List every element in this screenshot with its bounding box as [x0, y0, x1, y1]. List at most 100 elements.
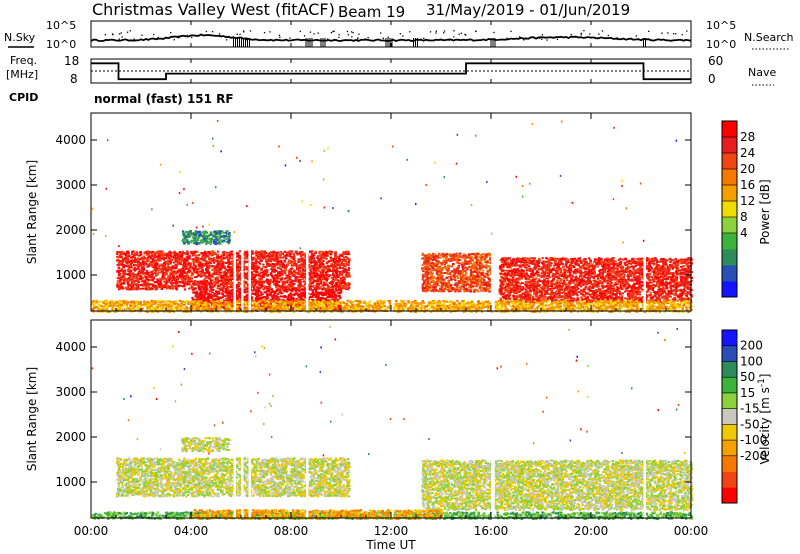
range-cell — [137, 263, 140, 265]
range-cell — [282, 263, 286, 266]
range-cell — [200, 290, 204, 293]
range-cell — [340, 261, 343, 264]
range-cell — [155, 280, 158, 283]
range-cell — [313, 276, 316, 279]
range-cell — [244, 282, 248, 285]
range-cell — [324, 293, 328, 296]
range-cell — [141, 259, 144, 261]
range-cell — [213, 281, 216, 284]
range-cell — [469, 262, 472, 265]
range-cell — [162, 265, 165, 268]
range-cell — [143, 255, 146, 258]
range-cell — [301, 266, 305, 269]
range-cell — [203, 272, 207, 274]
range-cell — [209, 286, 213, 289]
range-cell — [346, 257, 349, 260]
range-cell — [163, 280, 166, 283]
range-cell — [279, 290, 283, 293]
range-cell — [448, 287, 451, 290]
range-cell — [180, 258, 184, 261]
noise-dot — [263, 32, 266, 34]
range-cell — [296, 289, 300, 292]
range-cell — [291, 308, 295, 311]
range-cell — [175, 288, 179, 291]
range-cell — [196, 259, 199, 262]
range-cell — [299, 265, 302, 268]
range-cell — [286, 281, 289, 284]
range-cell — [465, 266, 468, 269]
range-cell — [323, 283, 326, 286]
range-cell — [170, 251, 174, 254]
range-cell — [334, 251, 338, 254]
range-cell — [121, 264, 125, 267]
range-cell — [213, 258, 216, 261]
range-cell — [185, 276, 188, 279]
range-cell — [190, 274, 193, 277]
range-cell — [267, 306, 270, 309]
range-cell — [232, 281, 235, 284]
range-cell — [334, 255, 337, 257]
range-cell — [283, 250, 286, 253]
range-cell — [219, 275, 222, 277]
range-cell — [231, 262, 234, 265]
range-cell — [149, 262, 152, 264]
range-cell — [189, 280, 192, 283]
range-cell — [310, 252, 314, 255]
range-cell — [284, 287, 287, 290]
range-cell — [299, 294, 302, 296]
range-cell — [197, 283, 200, 286]
range-cell — [263, 254, 266, 257]
range-cell — [127, 252, 130, 255]
range-cell — [153, 256, 156, 259]
range-cell — [299, 278, 302, 281]
range-cell — [283, 259, 286, 262]
range-cell — [299, 292, 303, 295]
range-cell — [227, 282, 231, 285]
range-cell — [278, 289, 281, 291]
range-cell — [189, 250, 193, 253]
range-cell — [180, 257, 183, 260]
range-cell — [280, 286, 283, 289]
range-cell — [185, 263, 188, 266]
range-cell — [221, 265, 225, 268]
range-cell — [285, 276, 289, 279]
range-cell — [428, 285, 431, 288]
range-cell — [300, 258, 304, 261]
range-cell — [262, 270, 265, 273]
range-cell — [125, 261, 128, 264]
range-cell — [255, 252, 258, 254]
range-cell — [320, 298, 323, 301]
range-cell — [213, 273, 216, 276]
range-cell — [199, 301, 202, 304]
range-cell — [311, 293, 314, 296]
range-cell — [251, 292, 254, 295]
range-cell — [422, 270, 425, 273]
range-cell — [288, 255, 291, 258]
range-cell — [309, 257, 312, 260]
range-cell — [227, 294, 231, 297]
range-cell — [481, 253, 485, 256]
range-cell — [304, 269, 307, 272]
range-cell — [281, 280, 284, 283]
range-cell — [249, 280, 253, 283]
range-cell — [187, 276, 190, 279]
range-cell — [124, 269, 127, 272]
range-cell — [235, 270, 238, 273]
range-cell — [199, 280, 202, 283]
range-cell — [145, 285, 148, 288]
range-cell — [193, 254, 196, 257]
range-cell — [317, 283, 321, 286]
range-cell — [119, 278, 123, 281]
noise-dot — [119, 33, 121, 35]
range-cell — [182, 282, 185, 285]
range-cell — [423, 281, 426, 284]
range-cell — [260, 278, 263, 281]
range-cell — [211, 268, 215, 271]
range-cell — [200, 298, 203, 301]
range-cell — [277, 277, 280, 280]
range-cell — [234, 295, 238, 297]
noise-left-label: N.Sky — [4, 31, 36, 44]
range-cell — [194, 280, 197, 283]
range-cell — [266, 281, 269, 284]
range-cell — [224, 287, 228, 290]
